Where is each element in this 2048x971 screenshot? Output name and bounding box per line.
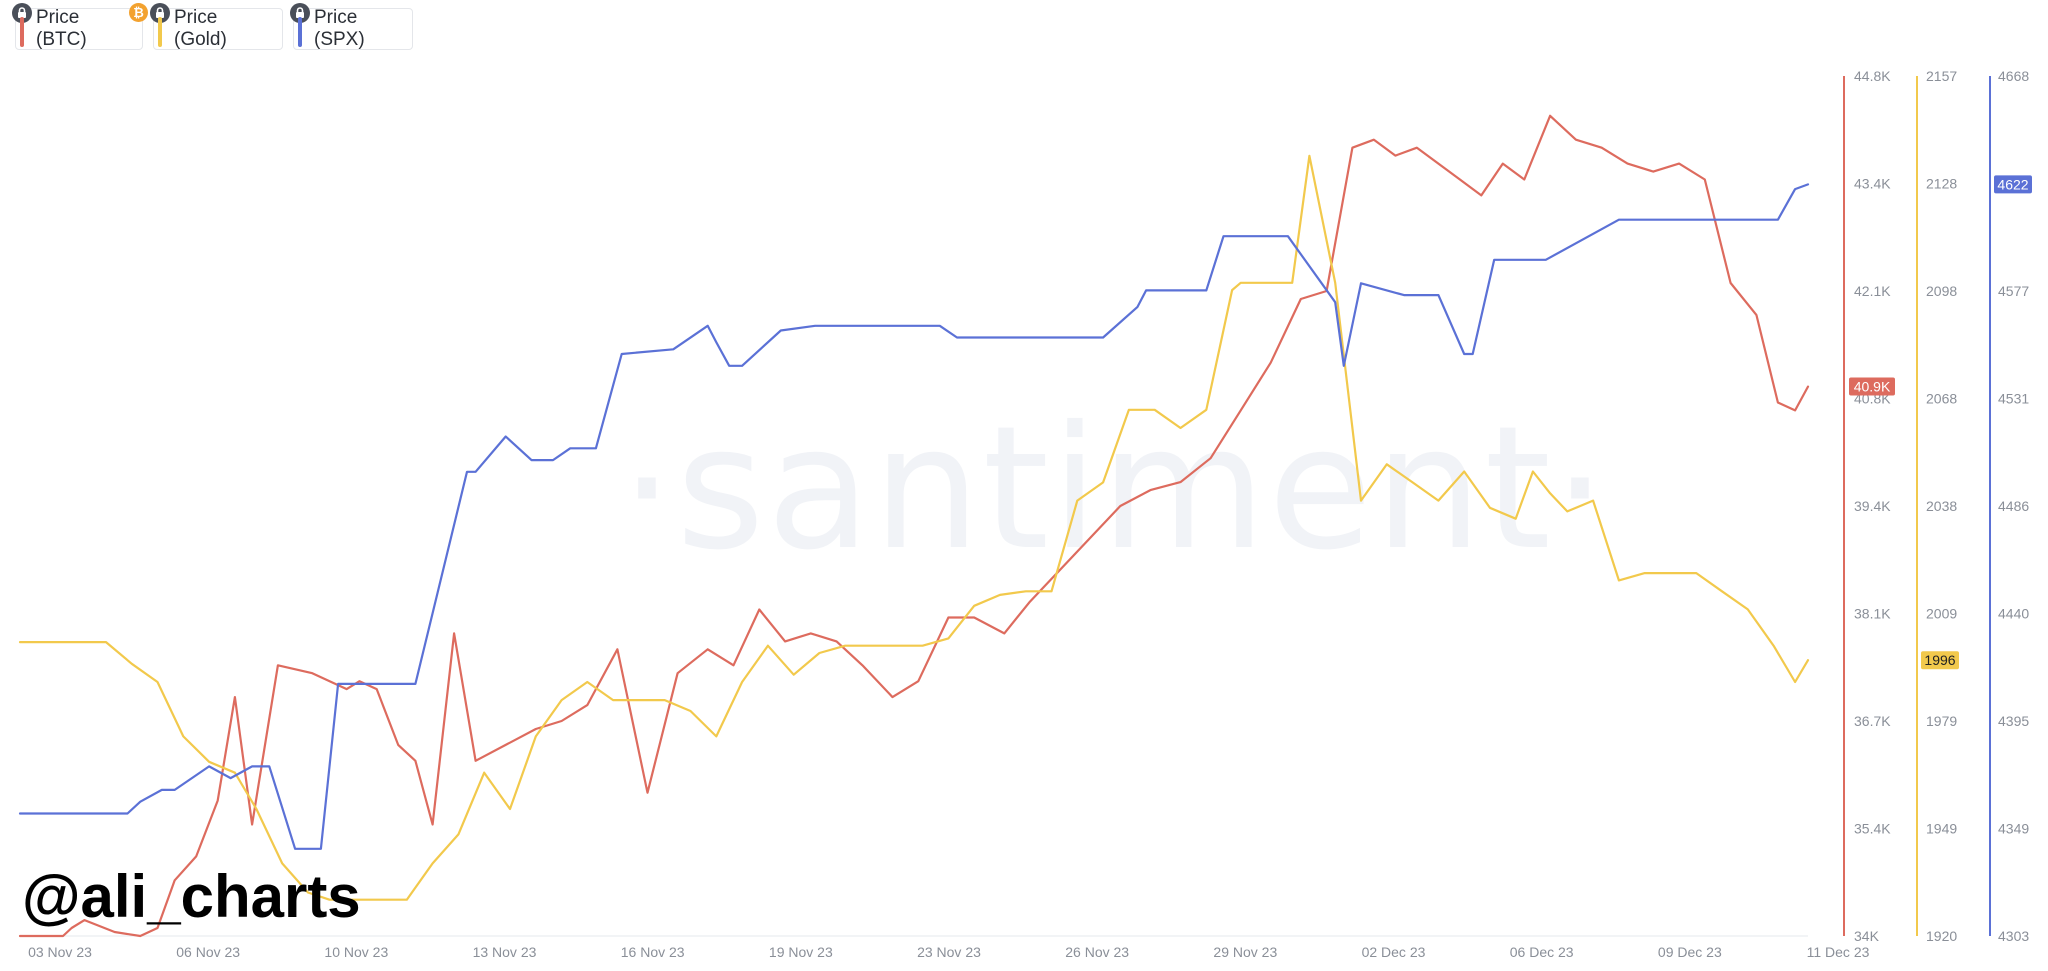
svg-text:1996: 1996: [1924, 652, 1955, 668]
gold-y-tick-label: 2098: [1926, 283, 1957, 299]
gold-y-tick-label: 2128: [1926, 176, 1957, 192]
gold-y-tick-label: 1949: [1926, 821, 1957, 837]
x-tick-label: 16 Nov 23: [621, 944, 685, 960]
lock-icon: [12, 3, 32, 23]
x-tick-label: 09 Dec 23: [1658, 944, 1722, 960]
btc-color-swatch: [20, 17, 24, 47]
author-handle: @ali_charts: [22, 863, 361, 930]
btc-y-tick-label: 34K: [1854, 928, 1880, 944]
btc-y-tick-label: 39.4K: [1854, 498, 1891, 514]
x-axis-ticks: 03 Nov 23 06 Nov 23 10 Nov 23 13 Nov 23 16 N…: [28, 944, 1870, 960]
lock-icon: [290, 3, 310, 23]
svg-text:40.9K: 40.9K: [1854, 379, 1891, 395]
x-tick-label: 10 Nov 23: [324, 944, 388, 960]
spx-series-line: [18, 183, 1810, 850]
lock-icon: [150, 3, 170, 23]
spx-y-tick-label: 4303: [1998, 928, 2029, 944]
btc-y-tick-label: 36.7K: [1854, 713, 1891, 729]
axis-lines: [20, 76, 1991, 937]
x-tick-label: 02 Dec 23: [1362, 944, 1426, 960]
legend-label-gold: Price (Gold): [174, 7, 227, 50]
legend: ₿ Price (BTC) Price (Gold) Price: [12, 3, 413, 50]
btc-y-tick-label: 42.1K: [1854, 283, 1891, 299]
gold-series-line: [18, 154, 1810, 901]
x-tick-label: 06 Nov 23: [176, 944, 240, 960]
btc-series-line: [18, 114, 1810, 938]
gold-y-tick-label: 2157: [1926, 68, 1957, 84]
legend-item-gold[interactable]: Price (Gold): [150, 3, 283, 50]
x-tick-label: 29 Nov 23: [1213, 944, 1277, 960]
bitcoin-icon: ₿: [129, 3, 148, 22]
gold-current-badge: 1996: [1921, 651, 1959, 670]
series-layer: [18, 114, 1810, 938]
btc-y-tick-label: 38.1K: [1854, 606, 1891, 622]
gold-color-swatch: [158, 17, 162, 47]
btc-y-tick-label: 35.4K: [1854, 821, 1891, 837]
x-tick-label: 11 Dec 23: [1807, 944, 1870, 960]
legend-item-btc[interactable]: ₿ Price (BTC): [12, 3, 148, 50]
spx-y-tick-label: 4486: [1998, 498, 2029, 514]
gold-y-tick-label: 1920: [1926, 928, 1957, 944]
spx-y-tick-label: 4577: [1998, 283, 2029, 299]
legend-item-spx[interactable]: Price (SPX): [290, 3, 413, 50]
gold-y-tick-label: 2038: [1926, 498, 1957, 514]
gold-y-tick-label: 2068: [1926, 391, 1957, 407]
spx-y-tick-label: 4531: [1998, 391, 2029, 407]
x-tick-label: 26 Nov 23: [1065, 944, 1129, 960]
btc-y-tick-label: 43.4K: [1854, 176, 1891, 192]
x-tick-label: 03 Nov 23: [28, 944, 92, 960]
x-tick-label: 19 Nov 23: [769, 944, 833, 960]
x-tick-label: 13 Nov 23: [473, 944, 537, 960]
spx-y-tick-label: 4440: [1998, 606, 2029, 622]
gold-y-tick-label: 2009: [1926, 606, 1957, 622]
spx-color-swatch: [298, 17, 302, 47]
svg-text:4622: 4622: [1997, 176, 2028, 192]
current-value-badges: 40.9K 1996 4622: [1849, 175, 2032, 670]
spx-y-tick-label: 4349: [1998, 821, 2029, 837]
gold-y-tick-label: 1979: [1926, 713, 1957, 729]
x-tick-label: 06 Dec 23: [1510, 944, 1574, 960]
spx-y-tick-label: 4395: [1998, 713, 2029, 729]
btc-y-tick-label: 44.8K: [1854, 68, 1891, 84]
spx-current-badge: 4622: [1994, 175, 2032, 194]
spx-y-tick-label: 4668: [1998, 68, 2029, 84]
x-tick-label: 23 Nov 23: [917, 944, 981, 960]
btc-current-badge: 40.9K: [1849, 377, 1895, 396]
y-axis-ticks: 44.8K43.4K42.1K40.8K39.4K38.1K36.7K35.4K…: [1854, 68, 2029, 944]
legend-label-btc: Price (BTC): [36, 7, 87, 50]
legend-label-spx: Price (SPX): [314, 7, 365, 50]
